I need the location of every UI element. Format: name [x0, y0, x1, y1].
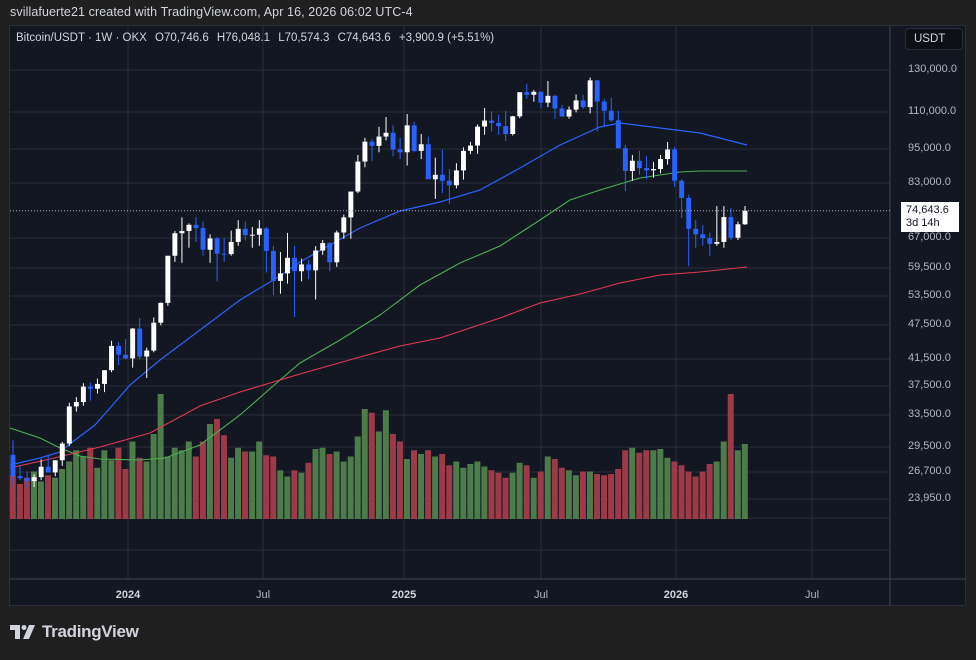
ohlc-change: +3,900.9 (+5.51%): [398, 32, 495, 44]
price-axis-label: 23,950.0: [908, 492, 951, 504]
symbol-name[interactable]: Bitcoin/USDT · 1W · OKX: [16, 32, 147, 44]
price-axis-label: 95,000.0: [908, 142, 951, 154]
price-axis-label: 26,700.0: [908, 465, 951, 477]
price-axis-label: 67,000.0: [908, 231, 951, 243]
price-chart[interactable]: [10, 26, 966, 606]
tradingview-logo[interactable]: TradingView: [10, 622, 139, 642]
price-axis-label: 59,500.0: [908, 261, 951, 273]
symbol-legend: Bitcoin/USDT · 1W · OKX O70,746.6 H76,04…: [16, 32, 499, 44]
ohlc-low: L70,574.3: [278, 32, 330, 44]
ohlc-close: C74,643.6: [337, 32, 391, 44]
currency-button[interactable]: USDT: [905, 28, 963, 50]
time-axis-label: Jul: [804, 589, 820, 601]
price-axis-label: 41,500.0: [908, 352, 951, 364]
time-axis-label: 2024: [115, 589, 141, 601]
price-axis-label: 47,500.0: [908, 318, 951, 330]
time-axis-label: Jul: [533, 589, 549, 601]
tradingview-logo-text: TradingView: [42, 622, 139, 641]
price-axis-label: 29,500.0: [908, 440, 951, 452]
price-axis-label: 53,500.0: [908, 289, 951, 301]
chart-caption: svillafuerte21 created with TradingView.…: [10, 5, 413, 19]
price-axis-label: 33,500.0: [908, 408, 951, 420]
price-axis-label: 37,500.0: [908, 379, 951, 391]
time-axis-label: 2025: [391, 589, 417, 601]
time-axis-label: 2026: [663, 589, 689, 601]
bar-countdown: 3d 14h: [906, 217, 940, 229]
last-price-tag: 74,643.6 3d 14h: [901, 202, 959, 232]
time-axis-label: Jul: [255, 589, 271, 601]
tradingview-logo-icon: [10, 625, 35, 639]
ohlc-open: O70,746.6: [155, 32, 209, 44]
price-axis-label: 110,000.0: [908, 105, 957, 117]
price-axis-label: 130,000.0: [908, 63, 957, 75]
last-price: 74,643.6: [906, 204, 949, 216]
price-axis-label: 83,000.0: [908, 176, 951, 188]
ohlc-high: H76,048.1: [216, 32, 270, 44]
